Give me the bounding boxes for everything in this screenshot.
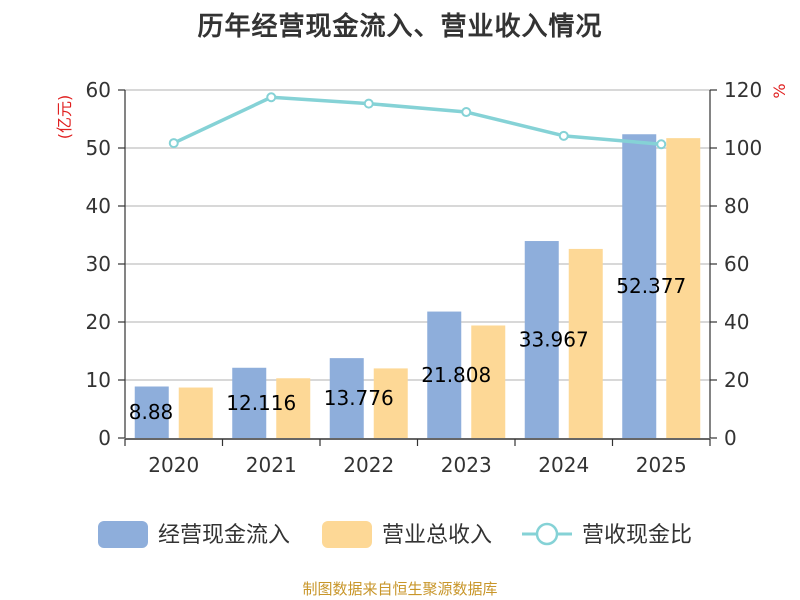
bar-cash-inflow xyxy=(329,358,364,438)
label-layer: 8.88 12.116 13.776 21.808 33.967 52.377 xyxy=(129,274,686,424)
legend-marker xyxy=(535,522,559,546)
source-note: 制图数据来自恒生聚源数据库 xyxy=(302,580,498,598)
legend-label: 营业总收入 xyxy=(382,523,492,548)
grid-layer xyxy=(125,89,710,381)
bar-cash-inflow xyxy=(134,386,169,438)
line-point xyxy=(168,138,179,149)
y-left-tick-label: 60 xyxy=(86,78,111,102)
data-label: 33.967 xyxy=(519,328,589,352)
axis-layer: 0 10 20 30 40 50 60 0 20 40 60 80 100 120 (亿元)% 2020 202… xyxy=(55,78,789,477)
y-left-tick-label: 20 xyxy=(86,310,111,334)
data-label: 12.116 xyxy=(226,391,296,415)
bar-revenue xyxy=(471,325,506,438)
line-point xyxy=(558,130,569,141)
y-left-tick-label: 0 xyxy=(98,426,111,450)
bar-cash-inflow xyxy=(427,311,462,438)
x-tick-label: 2021 xyxy=(246,453,297,477)
legend-label: 经营现金流入 xyxy=(158,523,290,548)
line-point xyxy=(363,98,374,109)
y-left-tick-label: 10 xyxy=(86,368,111,392)
data-label: 21.808 xyxy=(421,363,491,387)
data-label: 13.776 xyxy=(324,386,394,410)
legend-label: 营收现金比 xyxy=(582,523,692,548)
x-tick-label: 2024 xyxy=(538,453,589,477)
bar-revenue xyxy=(666,138,701,438)
bar-cash-inflow xyxy=(622,134,657,438)
line-point xyxy=(656,139,667,150)
bar-revenue xyxy=(568,248,603,438)
bar-cash-inflow xyxy=(232,367,267,438)
y-left-tick-label: 30 xyxy=(86,252,111,276)
bar-revenue xyxy=(178,387,213,438)
x-tick-label: 2023 xyxy=(441,453,492,477)
data-label: 52.377 xyxy=(616,274,686,298)
y-right-tick-label: 20 xyxy=(724,368,749,392)
line-point xyxy=(266,92,277,103)
x-tick-label: 2025 xyxy=(636,453,687,477)
data-label: 8.88 xyxy=(129,400,174,424)
line-point xyxy=(461,107,472,118)
y-right-tick-label: 80 xyxy=(724,194,749,218)
y-right-axis-label: % xyxy=(770,83,789,98)
y-right-tick-label: 60 xyxy=(724,252,749,276)
y-right-tick-label: 40 xyxy=(724,310,749,334)
bar-cash-inflow xyxy=(524,241,559,438)
line-layer xyxy=(168,92,667,150)
legend-swatch xyxy=(98,521,148,548)
y-right-tick-label: 120 xyxy=(724,78,762,102)
bar-revenue xyxy=(373,368,408,438)
y-right-tick-label: 100 xyxy=(724,136,762,160)
bar-revenue xyxy=(276,378,311,438)
legend-layer: 经营现金流入 营业总收入 营收现金比 xyxy=(98,521,692,548)
line-ratio xyxy=(173,95,662,146)
x-tick-label: 2022 xyxy=(343,453,394,477)
legend-swatch xyxy=(322,521,372,548)
y-left-tick-label: 40 xyxy=(86,194,111,218)
y-left-tick-label: 50 xyxy=(86,136,111,160)
x-tick-label: 2020 xyxy=(148,453,199,477)
y-right-tick-label: 0 xyxy=(724,426,737,450)
y-left-axis-label: (亿元) xyxy=(55,95,74,140)
chart-title: 历年经营现金流入、营业收入情况 xyxy=(197,12,603,42)
bar-layer xyxy=(134,134,701,438)
